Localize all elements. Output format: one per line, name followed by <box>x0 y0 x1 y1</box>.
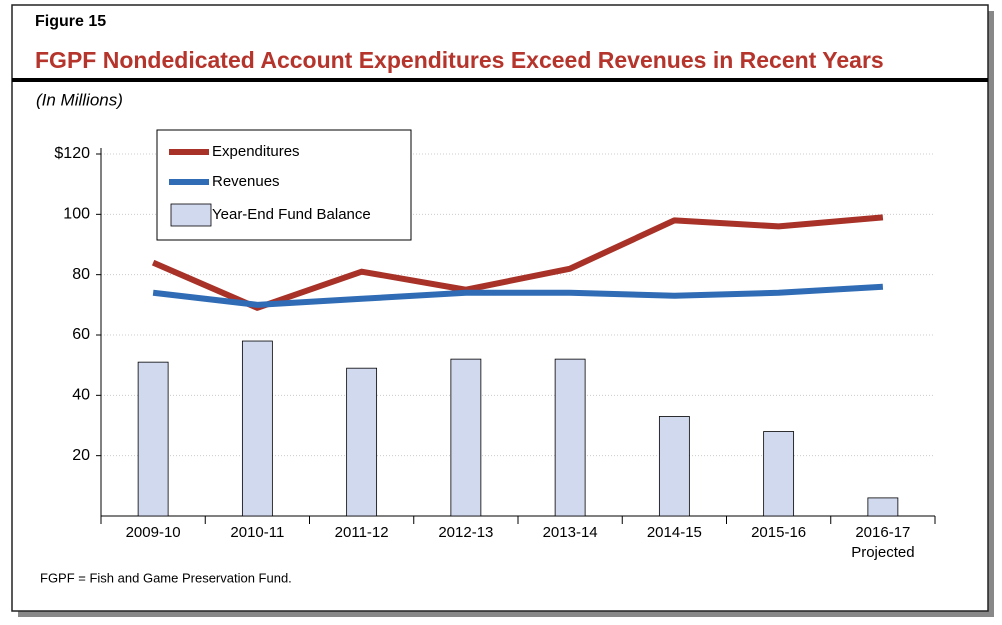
x-tick-label: 2013-14 <box>543 524 598 541</box>
subtitle: (In Millions) <box>36 90 123 109</box>
x-tick-note: Projected <box>851 544 914 561</box>
legend-label: Year-End Fund Balance <box>212 206 371 223</box>
x-tick-label: 2015-16 <box>751 524 806 541</box>
y-tick-label: 40 <box>72 387 90 404</box>
y-tick-label: 100 <box>63 206 90 223</box>
y-tick-label: $120 <box>54 145 90 162</box>
x-tick-label: 2010-11 <box>230 524 284 541</box>
legend-swatch <box>170 203 212 227</box>
bar <box>867 497 899 517</box>
y-tick-label: 80 <box>72 266 90 283</box>
legend-label: Expenditures <box>212 143 300 160</box>
bar <box>554 358 586 517</box>
bar <box>137 361 169 517</box>
y-tick-label: 60 <box>72 326 90 343</box>
x-tick-label: 2009-10 <box>126 524 181 541</box>
bar <box>763 431 795 517</box>
y-tick-label: 20 <box>72 447 90 464</box>
bar <box>450 358 482 517</box>
x-tick-label: 2016-17 <box>855 524 910 541</box>
bar <box>658 416 690 517</box>
bar <box>346 367 378 517</box>
figure-label: Figure 15 <box>35 13 106 30</box>
frame <box>11 4 989 612</box>
legend-label: Revenues <box>212 173 280 190</box>
line <box>152 283 884 308</box>
footnote: FGPF = Fish and Game Preservation Fund. <box>40 570 292 585</box>
x-tick-label: 2012-13 <box>438 524 493 541</box>
chart-title: FGPF Nondedicated Account Expenditures E… <box>35 47 884 73</box>
x-tick-label: 2014-15 <box>647 524 702 541</box>
title-rule <box>12 78 988 82</box>
bar <box>241 340 273 517</box>
x-tick-label: 2011-12 <box>335 524 389 541</box>
